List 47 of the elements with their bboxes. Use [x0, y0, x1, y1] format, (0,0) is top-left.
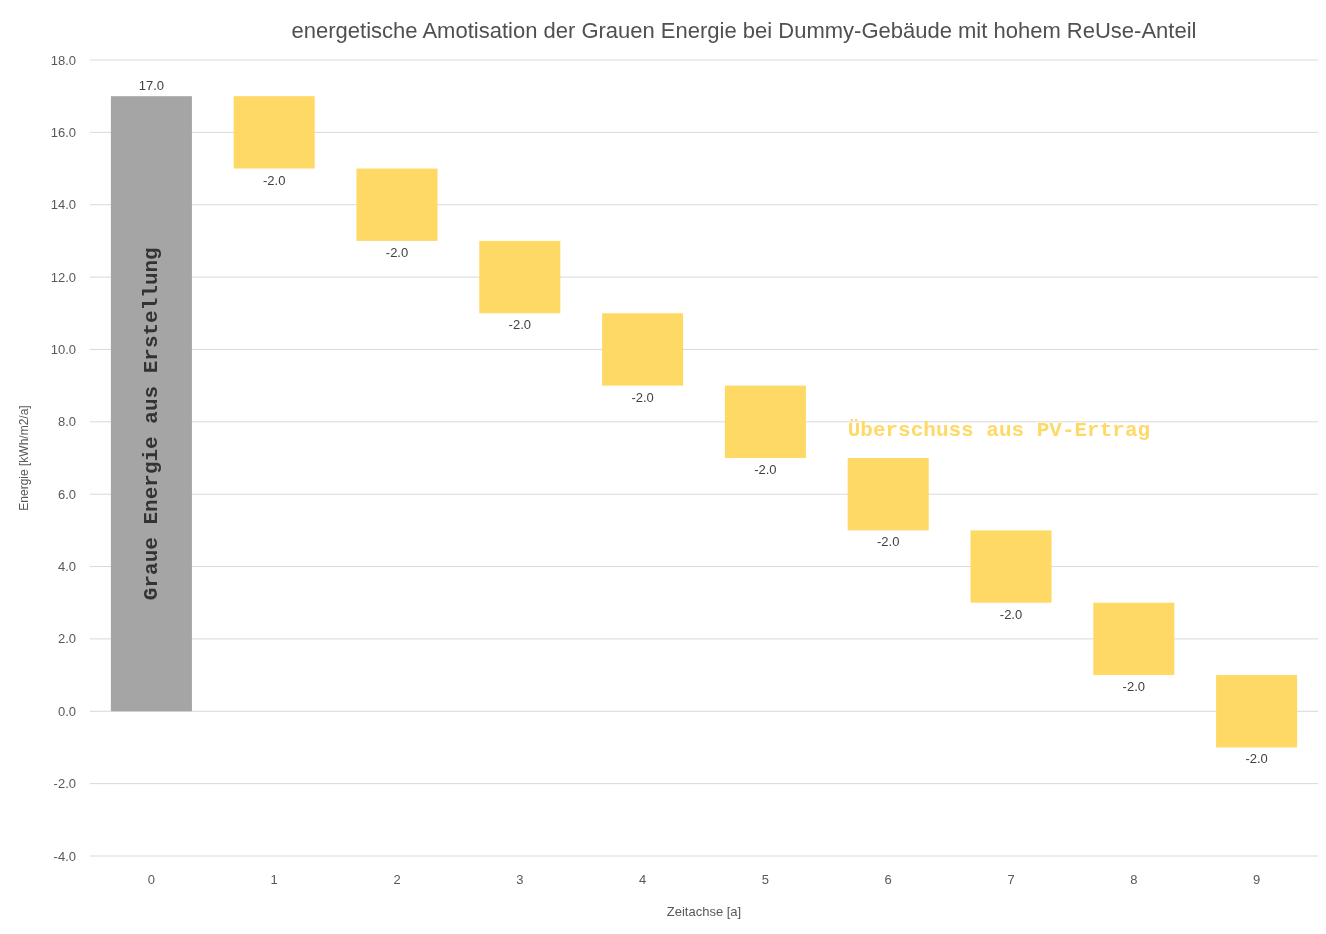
y-tick-label: 10.0	[50, 341, 76, 357]
bar	[110, 96, 192, 712]
y-tick-label: -4.0	[53, 848, 76, 864]
x-tick-label: 7	[1007, 872, 1015, 887]
y-tick-label: 18.0	[50, 52, 76, 68]
y-tick-label: -2.0	[53, 776, 76, 792]
y-tick-label: 8.0	[57, 414, 76, 430]
y-tick-label: 2.0	[57, 631, 76, 647]
data-label: -2.0	[754, 462, 777, 477]
y-tick-label: 0.0	[57, 703, 76, 719]
data-label: -2.0	[1245, 751, 1268, 767]
data-label: -2.0	[631, 389, 654, 405]
y-axis-title: Energie [kWh/m2/a]	[17, 405, 31, 511]
x-tick-label: 8	[1130, 872, 1138, 887]
x-tick-label: 1	[270, 872, 278, 887]
bar	[1093, 602, 1175, 676]
data-label: -2.0	[877, 534, 900, 550]
annotation: Überschuss aus PV-Ertrag	[847, 419, 1151, 443]
x-tick-label: 6	[884, 872, 892, 887]
data-label: -2.0	[508, 317, 531, 333]
y-tick-label: 4.0	[57, 559, 76, 575]
bar	[233, 96, 315, 169]
annotation: Graue Energie aus Erstellung	[139, 247, 163, 601]
bar	[479, 240, 561, 314]
data-label: -2.0	[999, 606, 1023, 622]
y-tick-label: 14.0	[50, 197, 76, 213]
x-tick-label: 4	[638, 872, 647, 887]
y-tick-label: 12.0	[50, 269, 76, 285]
data-label: -2.0	[263, 172, 286, 188]
y-tick-label: 6.0	[57, 486, 76, 502]
x-tick-label: 0	[147, 872, 156, 887]
x-tick-label: 2	[393, 872, 401, 887]
bar	[356, 168, 438, 241]
data-label: -2.0	[385, 244, 409, 260]
chart-title: energetische Amotisation der Grauen Energie bei Dummy-Gebäude mit hohem ReUse-Anteil	[291, 18, 1197, 43]
bar	[724, 385, 806, 458]
bar	[847, 458, 929, 531]
data-label: -2.0	[1122, 679, 1145, 695]
bar	[602, 313, 684, 386]
data-label: 17.0	[138, 78, 165, 94]
bar	[1216, 675, 1298, 748]
x-axis-title: Zeitachse [a]	[666, 904, 742, 919]
x-tick-label: 3	[516, 872, 524, 887]
x-tick-label: 5	[761, 872, 770, 887]
x-tick-label: 9	[1252, 872, 1261, 887]
bar	[970, 530, 1052, 603]
y-tick-label: 16.0	[50, 124, 76, 140]
